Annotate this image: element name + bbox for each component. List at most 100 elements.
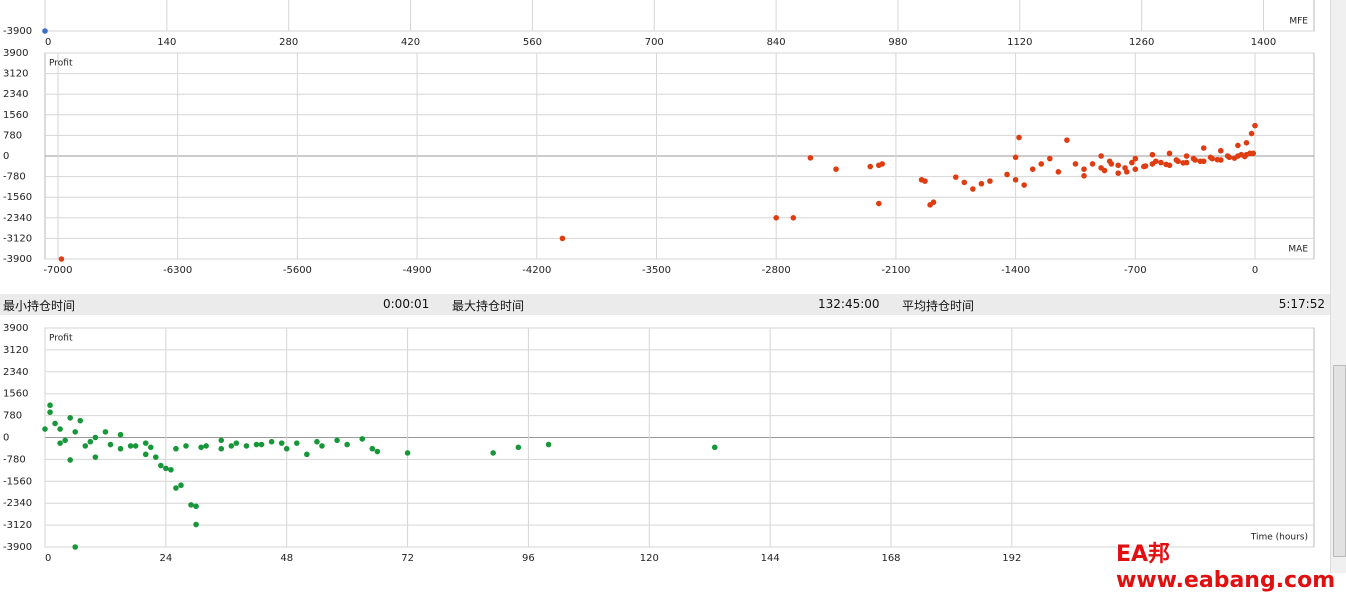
point [152, 454, 159, 460]
point [970, 186, 976, 192]
point [1021, 182, 1027, 188]
scrollbar[interactable] [1330, 0, 1346, 573]
point [833, 166, 839, 173]
stat-label: 平均持仓时间 [902, 299, 975, 313]
point [163, 465, 169, 472]
point [1200, 145, 1207, 151]
y-tick-label: 2340 [3, 89, 28, 100]
stat-value: 5:17:52 [1278, 297, 1325, 311]
point [490, 450, 496, 456]
x-tick-label: 560 [523, 37, 542, 48]
y-tick-label: -3900 [3, 542, 32, 553]
point [1247, 150, 1253, 157]
point [1029, 166, 1036, 173]
y-tick-label: 3120 [3, 69, 28, 80]
y-tick-label: -2340 [3, 213, 32, 224]
point [1122, 165, 1128, 171]
point [218, 445, 225, 452]
point [1115, 170, 1122, 176]
point [1098, 153, 1104, 159]
point [1089, 161, 1096, 167]
point [1081, 173, 1087, 179]
y-tick-label: -780 [3, 172, 26, 183]
point [1016, 134, 1022, 141]
y-tick-label: 2340 [3, 367, 28, 378]
x-tick-label: -3500 [642, 265, 671, 276]
x-tick-label: 144 [761, 553, 780, 564]
point [1064, 137, 1070, 143]
point [1132, 166, 1139, 173]
point [1218, 147, 1224, 154]
point [117, 431, 124, 438]
point [1231, 155, 1238, 161]
stats-row: 最小持仓时间 0:00:01 最大持仓时间 132:45:00 平均持仓时间 5… [0, 294, 1330, 315]
point [1224, 153, 1231, 159]
point [1038, 161, 1045, 167]
point [1072, 161, 1079, 167]
point [559, 235, 566, 242]
point [1207, 154, 1214, 161]
point [1248, 130, 1255, 137]
x-tick-label: 140 [157, 37, 176, 48]
point [314, 438, 320, 445]
point [1101, 167, 1108, 174]
scroll-thumb[interactable] [1333, 365, 1346, 557]
x-tick-label: 48 [280, 553, 293, 564]
x-tick-label: 72 [401, 553, 414, 564]
point [1153, 158, 1159, 165]
y-tick-label: 3120 [3, 345, 28, 356]
y-tick-label: 1560 [3, 110, 28, 121]
point [867, 163, 874, 170]
point [117, 445, 124, 452]
stat-value: 132:45:00 [818, 297, 880, 311]
point [1158, 159, 1164, 166]
x-tick-label: -2800 [762, 265, 791, 276]
y-tick-label: 1560 [3, 389, 28, 400]
point [233, 440, 240, 446]
point [258, 441, 265, 448]
x-axis-label: MAE [1288, 245, 1308, 255]
y-tick-label: -3900 [3, 26, 32, 37]
point [1180, 160, 1186, 166]
point [1252, 122, 1258, 129]
x-tick-label: 0 [45, 37, 51, 48]
point [142, 440, 149, 446]
point [961, 179, 968, 186]
point [1214, 156, 1221, 163]
point [344, 441, 350, 448]
stat-label: 最小持仓时间 [3, 299, 76, 313]
y-tick-label: 0 [3, 151, 9, 162]
x-tick-label: 700 [645, 37, 664, 48]
point [198, 444, 204, 451]
point [1197, 158, 1204, 165]
point [369, 445, 376, 452]
point [1081, 166, 1087, 173]
point [930, 199, 937, 206]
point [102, 429, 109, 435]
point [334, 437, 340, 444]
point [62, 437, 68, 444]
point [1183, 153, 1190, 159]
point [107, 441, 114, 448]
point [293, 440, 300, 446]
point [92, 454, 99, 460]
point [1115, 162, 1122, 169]
point [218, 437, 225, 444]
point [52, 420, 58, 427]
y-tick-label: -2340 [3, 498, 32, 509]
point [47, 402, 53, 409]
point [47, 409, 53, 416]
y-tick-label: -3900 [3, 254, 32, 265]
point [1004, 171, 1010, 178]
x-tick-label: 1400 [1251, 37, 1276, 48]
point [876, 200, 882, 207]
point [374, 448, 381, 455]
x-tick-label: 168 [881, 553, 900, 564]
x-tick-label: -1400 [1001, 265, 1030, 276]
point [92, 434, 99, 441]
y-tick-label: 780 [3, 411, 22, 422]
point [87, 438, 94, 445]
point [359, 436, 366, 442]
y-axis-label: Profit [49, 59, 73, 69]
x-tick-label: 1260 [1129, 37, 1154, 48]
